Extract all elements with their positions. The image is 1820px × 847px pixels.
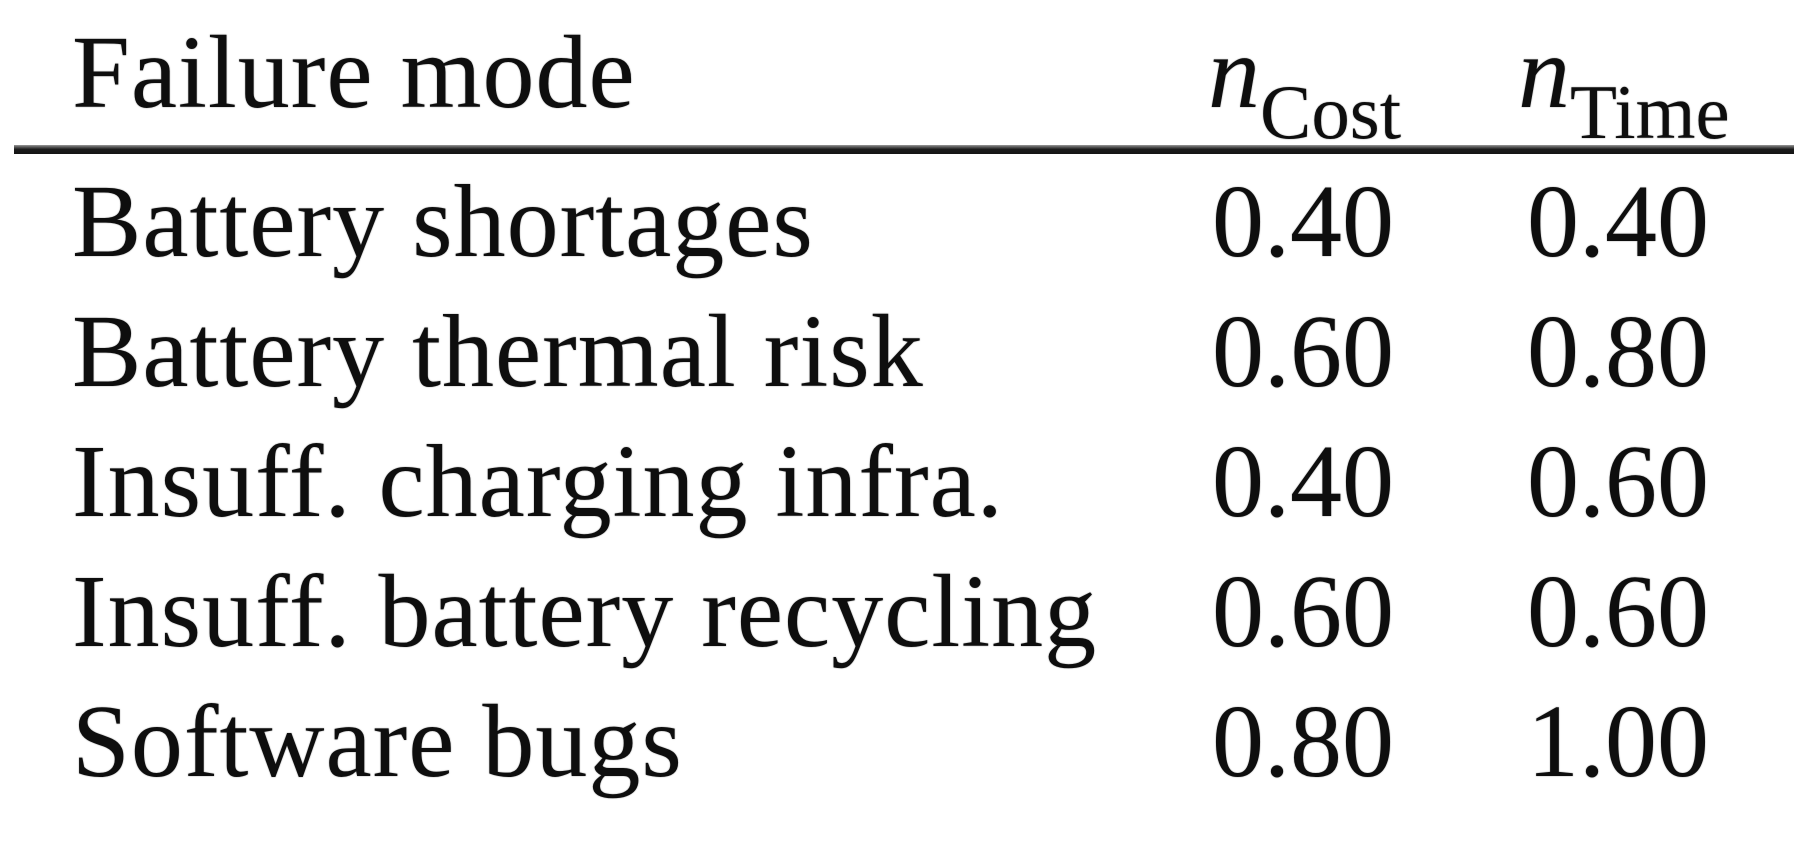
header-failure-mode: Failure mode [72, 15, 636, 130]
header-rule-divider [14, 145, 1794, 154]
failure-mode-cell: Insuff. battery recycling [72, 554, 1098, 669]
n-cost-subscript: Cost [1260, 68, 1402, 155]
n-cost-symbol: n [1208, 15, 1260, 130]
n-time-value: 0.40 [1527, 164, 1709, 279]
table-row: Battery thermal risk 0.60 0.80 [0, 287, 1820, 417]
n-time-value: 0.80 [1527, 294, 1709, 409]
table-row: Insuff. charging infra. 0.40 0.60 [0, 417, 1820, 547]
n-cost-value: 0.40 [1212, 164, 1394, 279]
failure-mode-cell: Software bugs [72, 684, 683, 799]
n-cost-value: 0.60 [1212, 294, 1394, 409]
n-cost-value: 0.40 [1212, 424, 1394, 539]
n-cost-value: 0.60 [1212, 554, 1394, 669]
n-time-value: 0.60 [1527, 424, 1709, 539]
n-time-value: 0.60 [1527, 554, 1709, 669]
n-cost-value: 0.80 [1212, 684, 1394, 799]
table-row: Insuff. battery recycling 0.60 0.60 [0, 547, 1820, 677]
table-row: Software bugs 0.80 1.00 [0, 677, 1820, 807]
n-time-symbol: n [1518, 15, 1570, 130]
header-n-cost: nCost [1208, 8, 1401, 155]
n-time-subscript: Time [1570, 68, 1730, 155]
failure-mode-cell: Battery thermal risk [72, 294, 924, 409]
n-time-value: 1.00 [1527, 684, 1709, 799]
failure-mode-cell: Battery shortages [72, 164, 814, 279]
header-n-time: nTime [1518, 8, 1730, 155]
failure-mode-cell: Insuff. charging infra. [72, 424, 1004, 539]
table-row: Battery shortages 0.40 0.40 [0, 157, 1820, 287]
table-header-row: Failure mode nCost nTime [0, 8, 1820, 155]
